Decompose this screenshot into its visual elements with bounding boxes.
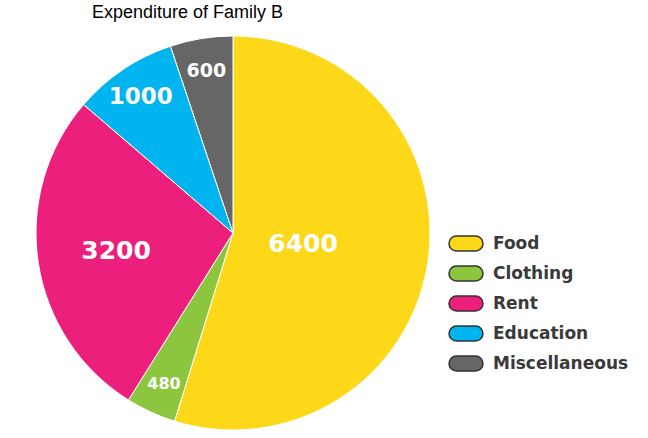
html-text:Education: Education bbox=[493, 323, 589, 343]
svg-text:600: 600 bbox=[187, 59, 227, 81]
html-text:Food: Food bbox=[493, 233, 540, 253]
html-text:Rent: Rent bbox=[493, 293, 538, 313]
html-text:Expenditure of Family B: Expenditure of Family B bbox=[92, 2, 284, 22]
svg-text:1000: 1000 bbox=[109, 83, 173, 109]
svg-text:480: 480 bbox=[147, 374, 180, 393]
svg-text:3200: 3200 bbox=[81, 236, 151, 265]
svg-text:6400: 6400 bbox=[268, 229, 338, 258]
html-text:Miscellaneous: Miscellaneous bbox=[493, 353, 629, 373]
html-text:Clothing: Clothing bbox=[493, 263, 574, 283]
